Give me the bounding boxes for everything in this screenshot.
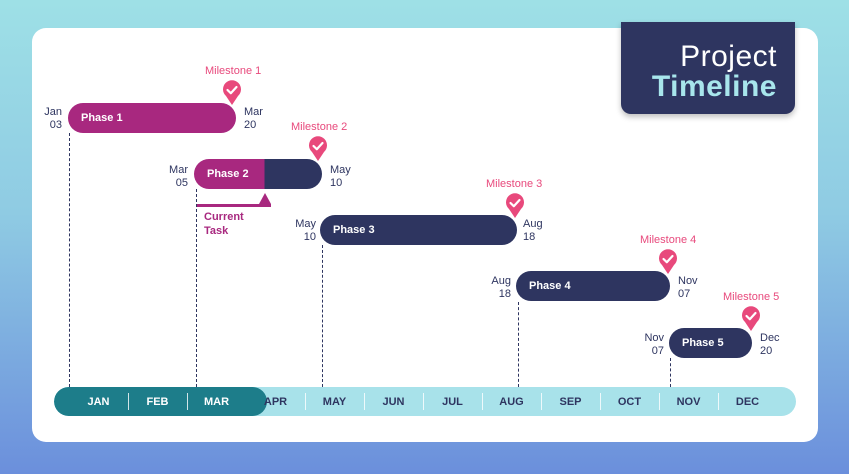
month-may: MAY [322, 395, 347, 408]
phase-3-bar[interactable]: Phase 3 [320, 215, 517, 245]
month-mar: MAR [203, 395, 230, 408]
guide-line-phase-2 [196, 189, 197, 387]
month-oct: OCT [617, 395, 642, 408]
guide-line-phase-5 [670, 358, 671, 387]
month-divider [305, 393, 306, 410]
month-divider [541, 393, 542, 410]
phase-4-bar[interactable]: Phase 4 [516, 271, 670, 301]
current-task-label: Current Task [204, 211, 244, 237]
phase-2-bar[interactable]: Phase 2 [194, 159, 322, 189]
month-feb: FEB [146, 395, 169, 408]
month-divider [482, 393, 483, 410]
guide-line-phase-1 [69, 133, 70, 387]
phase-1-label: Phase 1 [81, 112, 123, 124]
month-jun: JUN [382, 395, 405, 408]
milestone-2-check-icon [309, 136, 327, 161]
title-line-2: Timeline [651, 70, 777, 103]
milestone-4-label: Milestone 4 [640, 234, 697, 246]
phase-1-bar[interactable]: Phase 1 [68, 103, 236, 133]
phase-1-end-date: Mar 20 [244, 106, 263, 131]
guide-line-phase-4 [518, 302, 519, 387]
title-box: Project Timeline [621, 22, 795, 114]
month-nov: NOV [676, 395, 701, 408]
month-progress-fill [54, 387, 267, 416]
milestone-3-label: Milestone 3 [486, 178, 543, 190]
milestone-5-label: Milestone 5 [723, 291, 780, 303]
phase-3-start-date: May 10 [295, 218, 316, 243]
month-jul: JUL [442, 395, 463, 408]
guide-line-phase-3 [322, 245, 323, 387]
phase-5-start-date: Nov 07 [644, 332, 664, 357]
phase-4-end-date: Nov 07 [678, 275, 698, 300]
month-divider [718, 393, 719, 410]
month-axis: JAN FEB MAR APR MAY JUN JUL AUG SEP OCT … [54, 387, 796, 416]
month-jan: JAN [87, 395, 110, 408]
month-sep: SEP [559, 395, 582, 408]
month-dec: DEC [735, 395, 760, 408]
month-divider [187, 393, 188, 410]
month-divider [423, 393, 424, 410]
phase-5-end-date: Dec 20 [760, 332, 780, 357]
month-apr: APR [263, 395, 288, 408]
phase-3-label: Phase 3 [333, 224, 375, 236]
phase-4-label: Phase 4 [529, 280, 571, 292]
phase-5-bar[interactable]: Phase 5 [669, 328, 752, 358]
month-divider [364, 393, 365, 410]
month-divider [659, 393, 660, 410]
milestone-4-check-icon [659, 249, 677, 274]
title-line-1: Project [680, 40, 777, 73]
phase-5-label: Phase 5 [682, 337, 724, 349]
month-divider [600, 393, 601, 410]
current-task-marker-icon [259, 193, 271, 204]
milestone-3-check-icon [506, 193, 524, 218]
milestone-5-check-icon [742, 306, 760, 331]
phase-2-start-date: Mar 05 [169, 164, 188, 189]
phase-4-start-date: Aug 18 [491, 275, 511, 300]
current-task-underline [197, 204, 271, 207]
phase-3-end-date: Aug 18 [523, 218, 543, 243]
phase-1-start-date: Jan 03 [44, 106, 62, 131]
month-aug: AUG [499, 395, 524, 408]
phase-2-end-date: May 10 [330, 164, 351, 189]
phase-2-label: Phase 2 [207, 168, 249, 180]
milestone-2-label: Milestone 2 [291, 121, 348, 133]
milestone-1-check-icon [223, 80, 241, 105]
month-divider [128, 393, 129, 410]
milestone-1-label: Milestone 1 [205, 65, 262, 77]
